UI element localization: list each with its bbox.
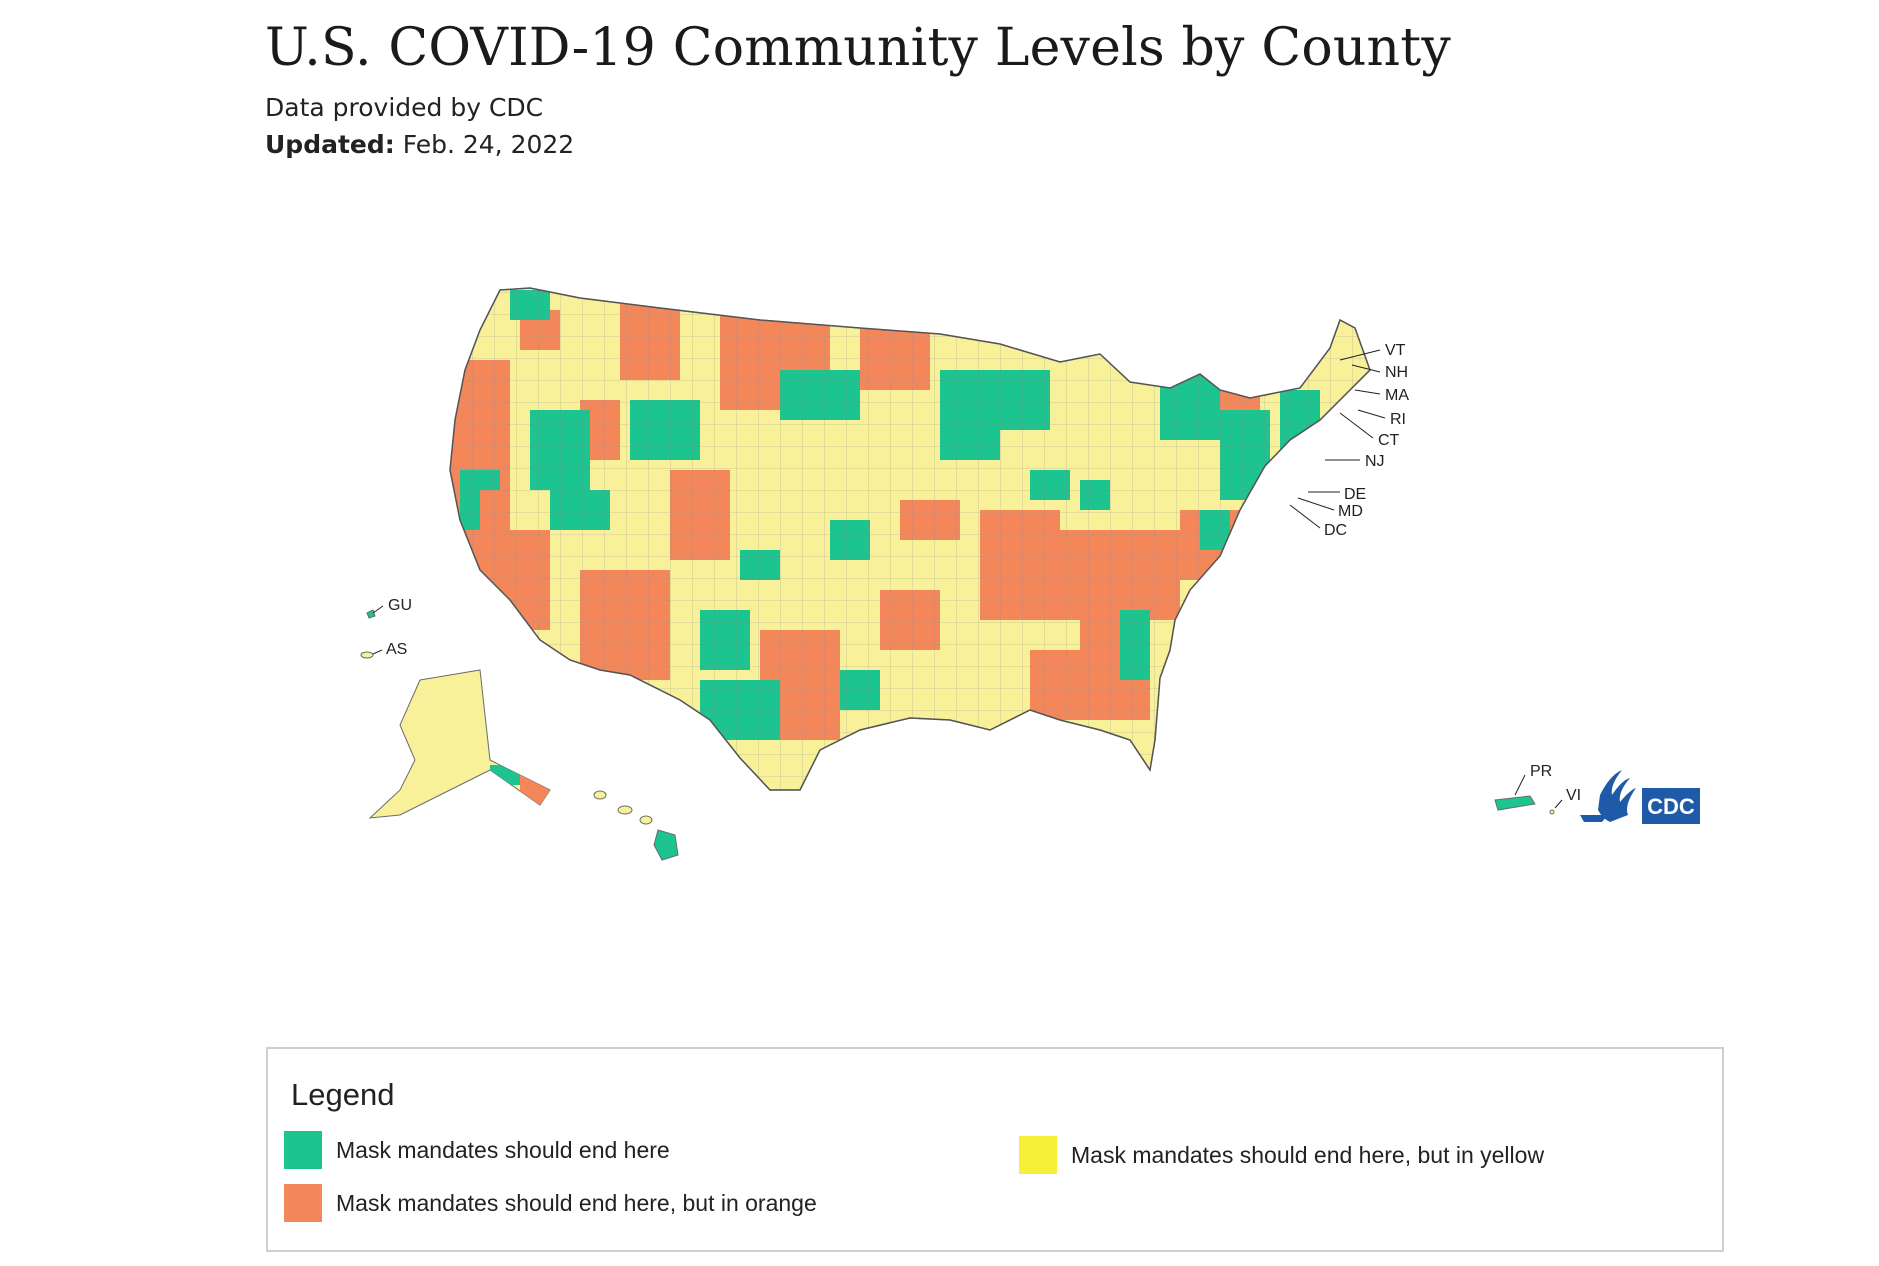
cdc-logo: CDC bbox=[1642, 788, 1700, 824]
alaska bbox=[368, 669, 551, 819]
legend-label-green: Mask mandates should end here bbox=[336, 1136, 670, 1163]
label-vi: VI bbox=[1566, 787, 1581, 804]
updated-line: Updated: Feb. 24, 2022 bbox=[265, 130, 574, 159]
label-nh: NH bbox=[1385, 364, 1408, 381]
puerto-rico: PR bbox=[1494, 763, 1552, 811]
cdc-logo-text: CDC bbox=[1647, 794, 1695, 819]
state-callouts: VT NH MA RI CT NJ DE MD DC bbox=[1289, 342, 1409, 539]
legend: Legend Mask mandates should end here Mas… bbox=[266, 1047, 1724, 1252]
legend-label-yellow: Mask mandates should end here, but in ye… bbox=[1071, 1141, 1545, 1168]
hawaii bbox=[593, 790, 679, 861]
data-source-text: Data provided by CDC bbox=[265, 93, 544, 122]
legend-item-yellow: Mask mandates should end here, but in ye… bbox=[1019, 1136, 1544, 1174]
label-ma: MA bbox=[1385, 387, 1409, 404]
page-title: U.S. COVID-19 Community Levels by County bbox=[265, 18, 1451, 78]
label-pr: PR bbox=[1530, 763, 1552, 780]
virgin-islands: VI bbox=[1549, 787, 1581, 815]
label-nj: NJ bbox=[1365, 453, 1385, 470]
updated-label: Updated: bbox=[265, 130, 395, 159]
legend-item-green: Mask mandates should end here bbox=[284, 1131, 670, 1169]
county-map: GU AS PR VI VT NH MA RI CT bbox=[340, 270, 1760, 1000]
legend-title: Legend bbox=[291, 1077, 395, 1112]
label-ri: RI bbox=[1390, 411, 1406, 428]
label-as: AS bbox=[386, 641, 407, 658]
contiguous-us bbox=[449, 287, 1371, 791]
label-vt: VT bbox=[1385, 342, 1406, 359]
guam: GU bbox=[366, 597, 412, 619]
label-md: MD bbox=[1338, 503, 1363, 520]
map-svg: GU AS PR VI VT NH MA RI CT bbox=[360, 287, 1700, 861]
label-dc: DC bbox=[1324, 522, 1347, 539]
label-de: DE bbox=[1344, 486, 1366, 503]
label-gu: GU bbox=[388, 597, 412, 614]
legend-swatch-green bbox=[284, 1131, 322, 1169]
hhs-eagle-icon bbox=[1580, 770, 1636, 822]
legend-item-orange: Mask mandates should end here, but in or… bbox=[284, 1184, 817, 1222]
legend-swatch-orange bbox=[284, 1184, 322, 1222]
updated-date: Feb. 24, 2022 bbox=[402, 130, 575, 159]
american-samoa: AS bbox=[360, 641, 407, 659]
label-ct: CT bbox=[1378, 432, 1400, 449]
legend-label-orange: Mask mandates should end here, but in or… bbox=[336, 1189, 817, 1216]
legend-swatch-yellow bbox=[1019, 1136, 1057, 1174]
